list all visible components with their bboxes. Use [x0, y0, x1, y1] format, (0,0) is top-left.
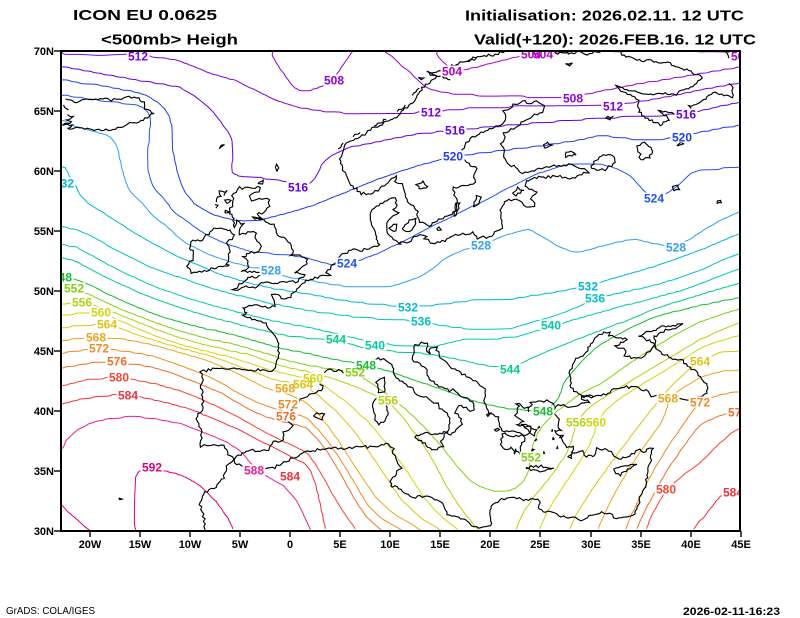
svg-text:Valid(+120): 2026.FEB.16. 12 U: Valid(+120): 2026.FEB.16. 12 UTC — [474, 32, 756, 49]
svg-text:0: 0 — [287, 539, 293, 551]
svg-text:30N: 30N — [34, 526, 54, 538]
svg-text:45E: 45E — [731, 539, 751, 551]
svg-text:564: 564 — [690, 355, 710, 369]
svg-text:532: 532 — [578, 280, 598, 294]
svg-text:568: 568 — [275, 382, 295, 396]
svg-text:50N: 50N — [34, 286, 54, 298]
svg-text:70N: 70N — [34, 46, 54, 58]
svg-text:544: 544 — [326, 333, 346, 347]
svg-text:560: 560 — [586, 416, 606, 430]
svg-text:564: 564 — [293, 378, 313, 392]
svg-text:Initialisation: 2026.02.11. 12: Initialisation: 2026.02.11. 12 UTC — [465, 8, 744, 25]
svg-text:504: 504 — [521, 48, 541, 62]
svg-text:568: 568 — [86, 331, 106, 345]
svg-text:40E: 40E — [681, 539, 701, 551]
svg-text:580: 580 — [109, 371, 129, 385]
svg-text:45N: 45N — [34, 346, 54, 358]
svg-text:592: 592 — [142, 461, 162, 475]
svg-text:572: 572 — [89, 342, 109, 356]
svg-text:528: 528 — [261, 264, 281, 278]
svg-text:512: 512 — [603, 100, 623, 114]
svg-text:544: 544 — [500, 363, 520, 377]
svg-text:20W: 20W — [79, 539, 102, 551]
svg-text:576: 576 — [107, 355, 127, 369]
svg-text:25E: 25E — [530, 539, 550, 551]
svg-text:556: 556 — [378, 394, 398, 408]
svg-text:580: 580 — [656, 483, 676, 497]
svg-text:504: 504 — [731, 50, 751, 64]
svg-text:560: 560 — [303, 372, 323, 386]
svg-text:532: 532 — [54, 177, 74, 191]
svg-text:536: 536 — [411, 315, 431, 329]
svg-text:552: 552 — [521, 451, 541, 465]
svg-text:584: 584 — [723, 486, 743, 500]
svg-text:516: 516 — [676, 108, 696, 122]
svg-text:30E: 30E — [581, 539, 601, 551]
svg-text:10E: 10E — [380, 539, 400, 551]
svg-text:35E: 35E — [631, 539, 651, 551]
svg-text:572: 572 — [690, 396, 710, 410]
svg-text:35N: 35N — [34, 466, 54, 478]
svg-text:40N: 40N — [34, 406, 54, 418]
svg-text:508: 508 — [563, 92, 583, 106]
svg-text:10W: 10W — [179, 539, 202, 551]
svg-text:520: 520 — [672, 131, 692, 145]
svg-text:540: 540 — [365, 339, 385, 353]
svg-text:15E: 15E — [430, 539, 450, 551]
svg-text:548: 548 — [52, 271, 72, 285]
svg-text:512: 512 — [128, 50, 148, 64]
svg-text:2026-02-11-16:23: 2026-02-11-16:23 — [683, 606, 780, 618]
svg-text:524: 524 — [644, 192, 664, 206]
svg-text:15W: 15W — [129, 539, 152, 551]
svg-text:556: 556 — [566, 416, 586, 430]
svg-text:552: 552 — [64, 282, 84, 296]
svg-text:GrADS: COLA/IGES: GrADS: COLA/IGES — [6, 606, 95, 617]
svg-text:532: 532 — [398, 301, 418, 315]
svg-text:55N: 55N — [34, 226, 54, 238]
svg-text:576: 576 — [276, 410, 296, 424]
svg-text:516: 516 — [445, 124, 465, 138]
svg-text:508: 508 — [324, 74, 344, 88]
svg-text:548: 548 — [533, 405, 553, 419]
svg-text:5W: 5W — [232, 539, 249, 551]
svg-text:540: 540 — [541, 319, 561, 333]
svg-text:564: 564 — [97, 318, 117, 332]
svg-text:576: 576 — [728, 406, 748, 420]
svg-text:520: 520 — [443, 150, 463, 164]
svg-text:548: 548 — [356, 359, 376, 373]
svg-text:512: 512 — [421, 106, 441, 120]
svg-text:65N: 65N — [34, 106, 54, 118]
svg-text:516: 516 — [288, 181, 308, 195]
svg-text:504: 504 — [533, 48, 553, 62]
svg-text:<500mb> Heigh: <500mb> Heigh — [101, 32, 238, 49]
svg-text:556: 556 — [72, 296, 92, 310]
svg-text:528: 528 — [471, 239, 491, 253]
svg-text:560: 560 — [91, 306, 111, 320]
svg-text:584: 584 — [118, 389, 138, 403]
svg-text:20E: 20E — [480, 539, 500, 551]
svg-text:524: 524 — [337, 257, 357, 271]
svg-text:536: 536 — [585, 292, 605, 306]
svg-text:60N: 60N — [34, 166, 54, 178]
svg-text:ICON EU 0.0625: ICON EU 0.0625 — [73, 7, 217, 24]
svg-text:504: 504 — [442, 65, 462, 79]
svg-text:584: 584 — [280, 470, 300, 484]
svg-text:528: 528 — [666, 241, 686, 255]
svg-text:572: 572 — [278, 398, 298, 412]
svg-text:5E: 5E — [333, 539, 346, 551]
svg-text:552: 552 — [345, 366, 365, 380]
svg-text:568: 568 — [658, 392, 678, 406]
svg-text:588: 588 — [244, 464, 264, 478]
